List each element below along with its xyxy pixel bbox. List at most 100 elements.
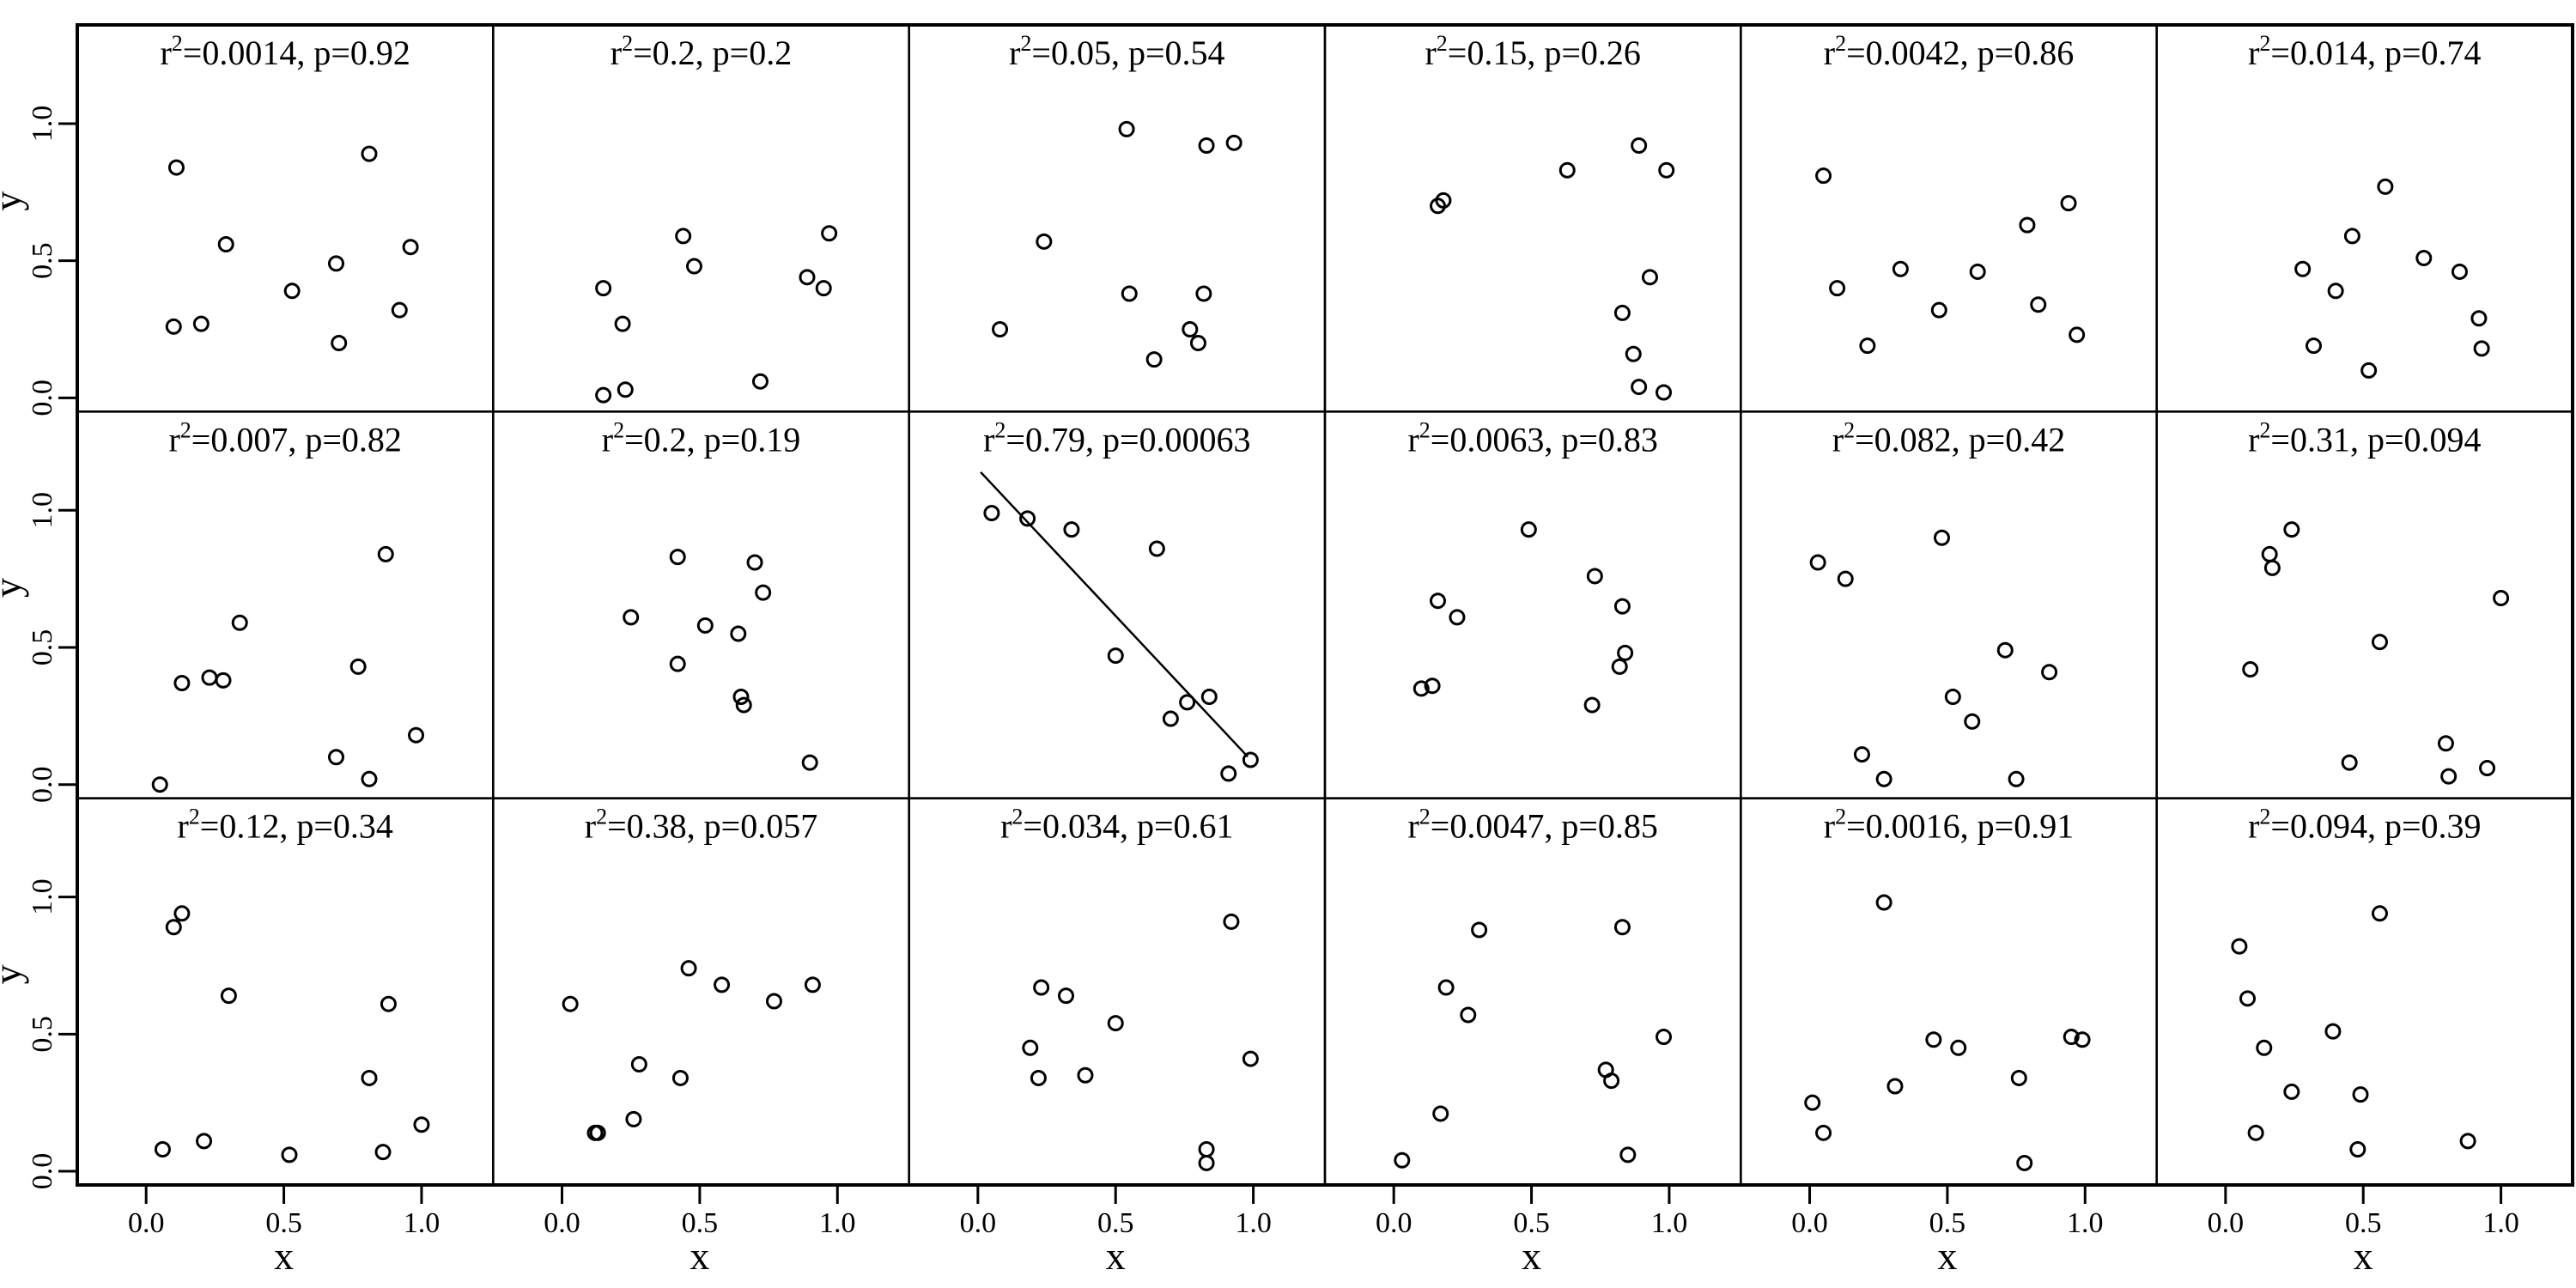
scatter-panel-3: r2=0.05, p=0.54 xyxy=(908,23,1327,413)
data-point xyxy=(751,373,769,390)
x-axis-label: x xyxy=(1522,1234,1541,1278)
data-point xyxy=(1964,713,1981,730)
x-tick-label: 0.5 xyxy=(2345,1207,2382,1239)
data-point xyxy=(2324,1023,2342,1040)
data-point xyxy=(669,549,686,566)
data-point xyxy=(1036,233,1053,250)
data-point xyxy=(2343,228,2360,245)
data-point xyxy=(696,617,714,634)
y-axis-label: y xyxy=(0,191,29,211)
panel-title: r2=0.0042, p=0.86 xyxy=(1824,31,2074,72)
data-point xyxy=(1424,677,1441,695)
data-point xyxy=(755,584,772,601)
data-point xyxy=(1853,746,1870,763)
data-point xyxy=(1613,598,1631,615)
data-point xyxy=(391,301,408,319)
data-point xyxy=(2451,263,2468,280)
data-point xyxy=(2283,1083,2300,1100)
data-point xyxy=(217,236,234,253)
data-point xyxy=(1996,641,2014,659)
panel-frame xyxy=(492,410,910,799)
data-point xyxy=(402,239,419,256)
data-point xyxy=(377,545,394,562)
scatter-panel-1: r2=0.0014, p=0.92 0.0 0.5 1.0 y xyxy=(0,23,495,416)
y-axis-label: y xyxy=(0,578,29,598)
data-point xyxy=(1611,658,1628,675)
data-point xyxy=(2063,1029,2080,1046)
title-stats: =0.2, p=0.2 xyxy=(633,33,792,72)
data-point xyxy=(1435,191,1452,209)
data-point xyxy=(2261,545,2278,562)
x-tick-label: 0.0 xyxy=(960,1207,997,1239)
data-point xyxy=(1829,280,1846,297)
title-superscript: 2 xyxy=(622,31,633,56)
x-tick-label: 1.0 xyxy=(2482,1207,2519,1239)
data-point xyxy=(1107,1015,1124,1032)
title-r: r xyxy=(2248,807,2259,846)
data-point xyxy=(1930,301,1947,319)
data-point xyxy=(1613,304,1631,321)
data-point xyxy=(2377,178,2394,195)
data-point xyxy=(799,269,816,286)
data-point xyxy=(328,255,345,272)
data-point xyxy=(196,1133,213,1150)
x-tick-label: 0.5 xyxy=(682,1207,719,1239)
data-point xyxy=(2263,559,2281,576)
panel-frame xyxy=(1740,797,2158,1187)
title-r: r xyxy=(983,420,994,459)
title-stats: =0.79, p=0.00063 xyxy=(1005,420,1250,459)
x-tick-label: 0.0 xyxy=(1791,1207,1828,1239)
title-superscript: 2 xyxy=(1835,805,1846,829)
title-superscript: 2 xyxy=(2259,31,2270,56)
data-point xyxy=(1179,694,1196,711)
panel-title: r2=0.094, p=0.39 xyxy=(2248,805,2481,846)
data-point xyxy=(675,228,692,245)
data-point xyxy=(714,976,731,993)
panel-title: r2=0.38, p=0.057 xyxy=(585,805,817,846)
regression-line xyxy=(980,471,1249,758)
title-superscript: 2 xyxy=(172,31,183,56)
data-point xyxy=(2074,1031,2091,1048)
data-point xyxy=(408,726,425,744)
data-point xyxy=(1603,1072,1620,1090)
data-point xyxy=(2473,340,2490,357)
data-point xyxy=(361,770,378,787)
scatter-panel-12: r2=0.31, p=0.094 xyxy=(2155,410,2574,799)
panel-title: r2=0.05, p=0.54 xyxy=(1009,31,1224,72)
x-tick-label: 0.0 xyxy=(2208,1207,2245,1239)
panel-frame xyxy=(2155,23,2574,413)
panel-frame xyxy=(492,23,910,413)
panel-frame xyxy=(2155,410,2574,799)
x-axis-label: x xyxy=(690,1234,709,1278)
title-stats: =0.15, p=0.26 xyxy=(1448,33,1641,72)
panel-title: r2=0.082, p=0.42 xyxy=(1832,417,2065,459)
panel-title: r2=0.007, p=0.82 xyxy=(168,417,401,459)
data-point xyxy=(669,655,686,672)
data-point xyxy=(1121,285,1138,302)
title-stats: =0.034, p=0.61 xyxy=(1023,807,1233,846)
x-tick-label: 1.0 xyxy=(819,1207,856,1239)
panel-frame xyxy=(76,797,495,1187)
data-point xyxy=(2008,770,2025,787)
y-tick-label: 1.0 xyxy=(27,492,58,529)
title-stats: =0.05, p=0.54 xyxy=(1031,33,1224,72)
panel-frame xyxy=(76,23,495,413)
data-point xyxy=(1449,609,1466,626)
data-point xyxy=(220,987,237,1005)
data-point xyxy=(1815,1124,1832,1141)
data-point xyxy=(1950,1039,1967,1056)
scatter-panel-18: r2=0.094, p=0.39 0.0 0.5 1.0 x xyxy=(2155,797,2574,1278)
data-point xyxy=(1118,120,1135,137)
data-point xyxy=(680,960,697,977)
data-point xyxy=(1430,592,1447,610)
data-point xyxy=(1394,1151,1411,1169)
data-point xyxy=(1933,529,1950,546)
panel-title: r2=0.0014, p=0.92 xyxy=(160,31,410,72)
title-superscript: 2 xyxy=(1419,417,1431,442)
x-tick-label: 1.0 xyxy=(404,1207,440,1239)
data-point xyxy=(1148,540,1165,557)
data-point xyxy=(1063,521,1080,538)
panel-title: r2=0.12, p=0.34 xyxy=(177,805,392,846)
data-point xyxy=(614,315,631,332)
